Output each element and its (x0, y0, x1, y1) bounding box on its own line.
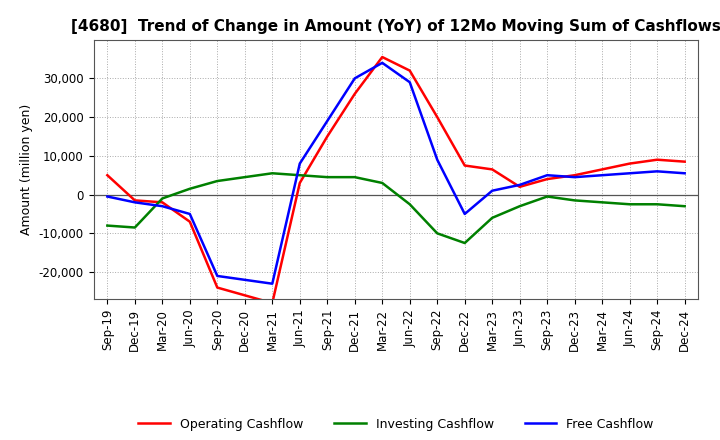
Operating Cashflow (158, 200, 166, 205)
Operating Cashflow (295, 180, 304, 186)
Investing Cashflow (598, 200, 606, 205)
Operating Cashflow (130, 198, 139, 203)
Operating Cashflow (433, 114, 441, 120)
Operating Cashflow (351, 91, 359, 96)
Y-axis label: Amount (million yen): Amount (million yen) (20, 104, 33, 235)
Investing Cashflow (323, 175, 332, 180)
Investing Cashflow (130, 225, 139, 230)
Free Cashflow (680, 171, 689, 176)
Operating Cashflow (405, 68, 414, 73)
Investing Cashflow (570, 198, 579, 203)
Line: Investing Cashflow: Investing Cashflow (107, 173, 685, 243)
Investing Cashflow (378, 180, 387, 186)
Free Cashflow (598, 172, 606, 178)
Operating Cashflow (488, 167, 497, 172)
Title: [4680]  Trend of Change in Amount (YoY) of 12Mo Moving Sum of Cashflows: [4680] Trend of Change in Amount (YoY) o… (71, 19, 720, 34)
Operating Cashflow (570, 172, 579, 178)
Investing Cashflow (433, 231, 441, 236)
Free Cashflow (433, 157, 441, 162)
Operating Cashflow (626, 161, 634, 166)
Free Cashflow (186, 211, 194, 216)
Operating Cashflow (543, 176, 552, 182)
Investing Cashflow (295, 172, 304, 178)
Investing Cashflow (653, 202, 662, 207)
Investing Cashflow (351, 175, 359, 180)
Investing Cashflow (103, 223, 112, 228)
Operating Cashflow (653, 157, 662, 162)
Free Cashflow (626, 171, 634, 176)
Operating Cashflow (240, 293, 249, 298)
Investing Cashflow (460, 240, 469, 246)
Free Cashflow (405, 80, 414, 85)
Investing Cashflow (268, 171, 276, 176)
Line: Operating Cashflow: Operating Cashflow (107, 57, 685, 303)
Line: Free Cashflow: Free Cashflow (107, 63, 685, 284)
Free Cashflow (351, 76, 359, 81)
Operating Cashflow (268, 301, 276, 306)
Free Cashflow (268, 281, 276, 286)
Free Cashflow (516, 182, 524, 187)
Free Cashflow (460, 211, 469, 216)
Investing Cashflow (213, 178, 222, 183)
Operating Cashflow (460, 163, 469, 168)
Investing Cashflow (626, 202, 634, 207)
Operating Cashflow (680, 159, 689, 164)
Legend: Operating Cashflow, Investing Cashflow, Free Cashflow: Operating Cashflow, Investing Cashflow, … (133, 413, 659, 436)
Investing Cashflow (488, 215, 497, 220)
Free Cashflow (543, 172, 552, 178)
Investing Cashflow (405, 202, 414, 207)
Operating Cashflow (186, 219, 194, 224)
Free Cashflow (570, 175, 579, 180)
Investing Cashflow (186, 186, 194, 191)
Free Cashflow (240, 277, 249, 282)
Free Cashflow (488, 188, 497, 193)
Free Cashflow (213, 273, 222, 279)
Operating Cashflow (598, 167, 606, 172)
Operating Cashflow (213, 285, 222, 290)
Free Cashflow (130, 200, 139, 205)
Investing Cashflow (680, 204, 689, 209)
Free Cashflow (158, 204, 166, 209)
Free Cashflow (653, 169, 662, 174)
Free Cashflow (378, 60, 387, 66)
Free Cashflow (103, 194, 112, 199)
Investing Cashflow (516, 204, 524, 209)
Free Cashflow (295, 161, 304, 166)
Operating Cashflow (103, 172, 112, 178)
Operating Cashflow (378, 55, 387, 60)
Investing Cashflow (158, 196, 166, 201)
Operating Cashflow (323, 134, 332, 139)
Free Cashflow (323, 118, 332, 124)
Investing Cashflow (543, 194, 552, 199)
Investing Cashflow (240, 175, 249, 180)
Operating Cashflow (516, 184, 524, 190)
